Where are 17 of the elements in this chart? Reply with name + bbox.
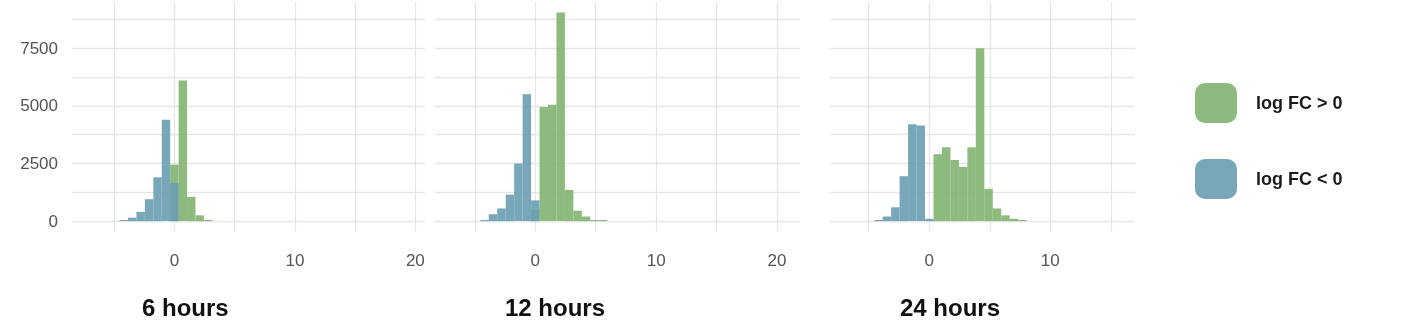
x-tick-label: 0 — [530, 250, 541, 270]
text: 12 hours — [505, 293, 606, 321]
x-tick-label: 0 — [169, 250, 180, 270]
x-tick-label: 10 — [646, 250, 666, 270]
x-tick-label: 20 — [405, 250, 425, 270]
legend-label: log FC > 0 — [1256, 93, 1343, 113]
text: 6 hours — [142, 293, 229, 321]
y-tick-label: 0 — [48, 211, 58, 231]
text: 24 hours — [900, 293, 1001, 321]
x-tick-label: 0 — [924, 250, 934, 270]
legend-label: log FC < 0 — [1256, 169, 1343, 189]
y-tick-label: 7500 — [20, 38, 58, 58]
x-tick-label: 20 — [767, 250, 787, 270]
y-tick-label: 5000 — [20, 96, 58, 116]
x-tick-label: 10 — [1040, 250, 1060, 270]
y-tick-label: 2500 — [20, 153, 58, 173]
x-tick-label: 10 — [285, 250, 305, 270]
